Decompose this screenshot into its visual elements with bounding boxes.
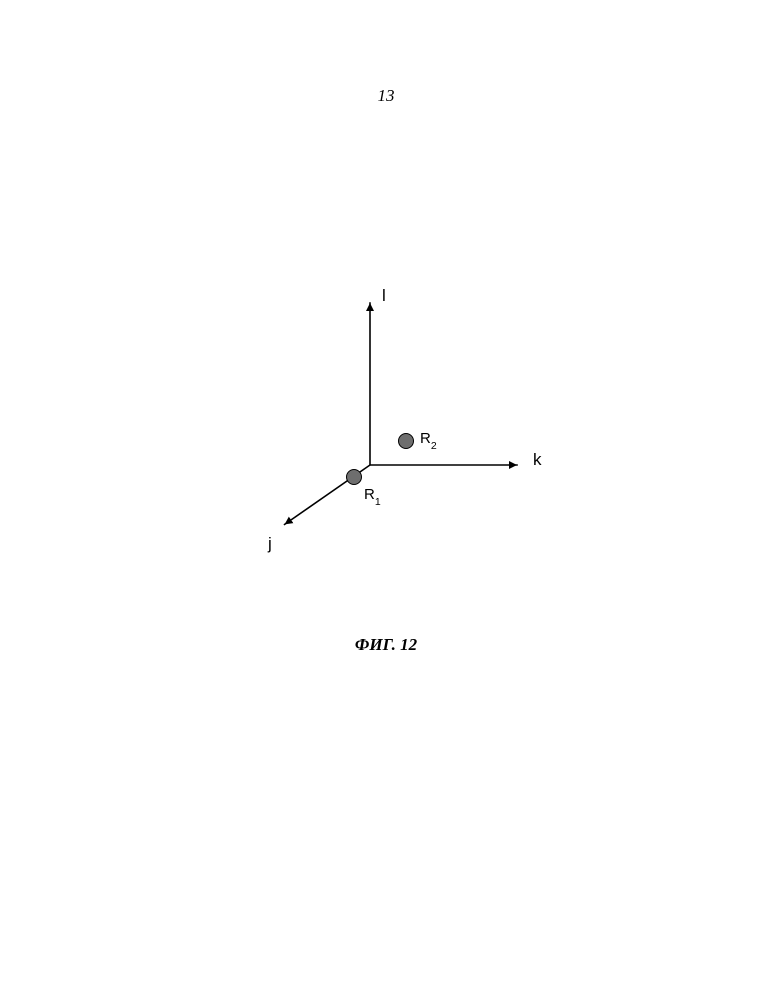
points-group [347,434,414,485]
point-label-R1: R1 [364,486,381,508]
page: 13 l k j R1 R2 ФИГ. 12 [0,0,772,999]
axes-diagram: l k j R1 R2 [190,265,580,565]
point-R1 [347,470,362,485]
axes-group [284,302,518,525]
axis-label-l: l [382,286,386,305]
page-number: 13 [0,86,772,106]
axis-label-j: j [267,534,272,553]
point-R2 [399,434,414,449]
axis-label-k: k [533,450,542,469]
figure-caption: ФИГ. 12 [0,635,772,655]
labels-group: l k j R1 R2 [267,286,542,553]
point-label-R2: R2 [420,430,437,452]
